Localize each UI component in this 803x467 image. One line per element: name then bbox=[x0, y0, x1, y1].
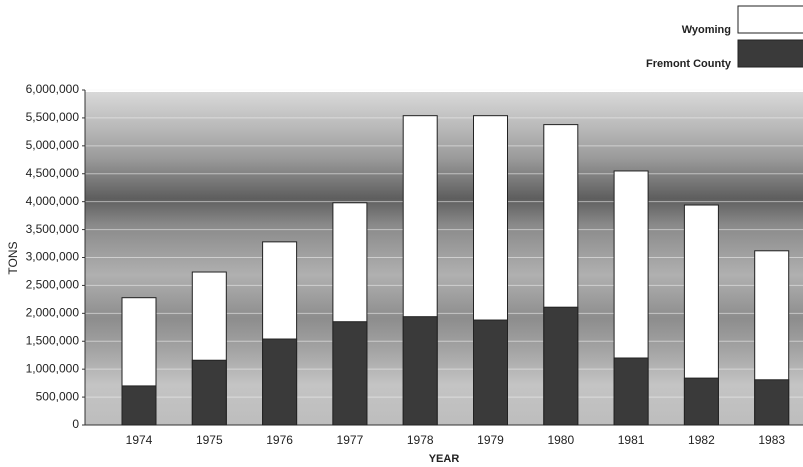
y-tick-label: 0 bbox=[72, 417, 79, 431]
x-tick-label: 1979 bbox=[477, 433, 504, 447]
x-tick-label: 1978 bbox=[407, 433, 434, 447]
y-tick-label: 2,500,000 bbox=[26, 278, 80, 292]
bar bbox=[754, 379, 790, 426]
y-tick-label: 5,000,000 bbox=[26, 138, 80, 152]
bar bbox=[332, 321, 368, 426]
bar bbox=[543, 306, 579, 426]
bar bbox=[121, 385, 157, 426]
y-tick-label: 1,000,000 bbox=[26, 361, 80, 375]
y-axis-title: TONS bbox=[6, 241, 20, 274]
legend-swatch bbox=[737, 5, 803, 34]
y-tick-label: 3,500,000 bbox=[26, 222, 80, 236]
bar bbox=[402, 316, 438, 426]
bar bbox=[191, 359, 227, 426]
legend-label: Fremont County bbox=[646, 58, 732, 70]
y-tick-label: 1,500,000 bbox=[26, 333, 80, 347]
y-tick-label: 4,500,000 bbox=[26, 166, 80, 180]
y-tick-label: 3,000,000 bbox=[26, 250, 80, 264]
legend-swatch bbox=[737, 39, 803, 68]
y-tick-label: 5,500,000 bbox=[26, 110, 80, 124]
y-tick-label: 4,000,000 bbox=[26, 194, 80, 208]
y-tick-label: 500,000 bbox=[36, 389, 80, 403]
x-tick-label: 1982 bbox=[688, 433, 715, 447]
x-tick-label: 1975 bbox=[196, 433, 223, 447]
x-tick-label: 1980 bbox=[547, 433, 574, 447]
y-tick-label: 2,000,000 bbox=[26, 306, 80, 320]
x-tick-label: 1983 bbox=[758, 433, 785, 447]
y-tick-label: 6,000,000 bbox=[26, 82, 80, 96]
bar bbox=[262, 338, 298, 426]
x-tick-label: 1977 bbox=[337, 433, 364, 447]
bar bbox=[683, 377, 719, 426]
x-tick-label: 1981 bbox=[618, 433, 645, 447]
x-tick-label: 1974 bbox=[126, 433, 153, 447]
x-axis-title: YEAR bbox=[429, 453, 460, 465]
bar bbox=[473, 319, 508, 426]
x-tick-label: 1976 bbox=[266, 433, 293, 447]
legend-label: Wyoming bbox=[682, 24, 731, 36]
bar bbox=[613, 357, 649, 426]
